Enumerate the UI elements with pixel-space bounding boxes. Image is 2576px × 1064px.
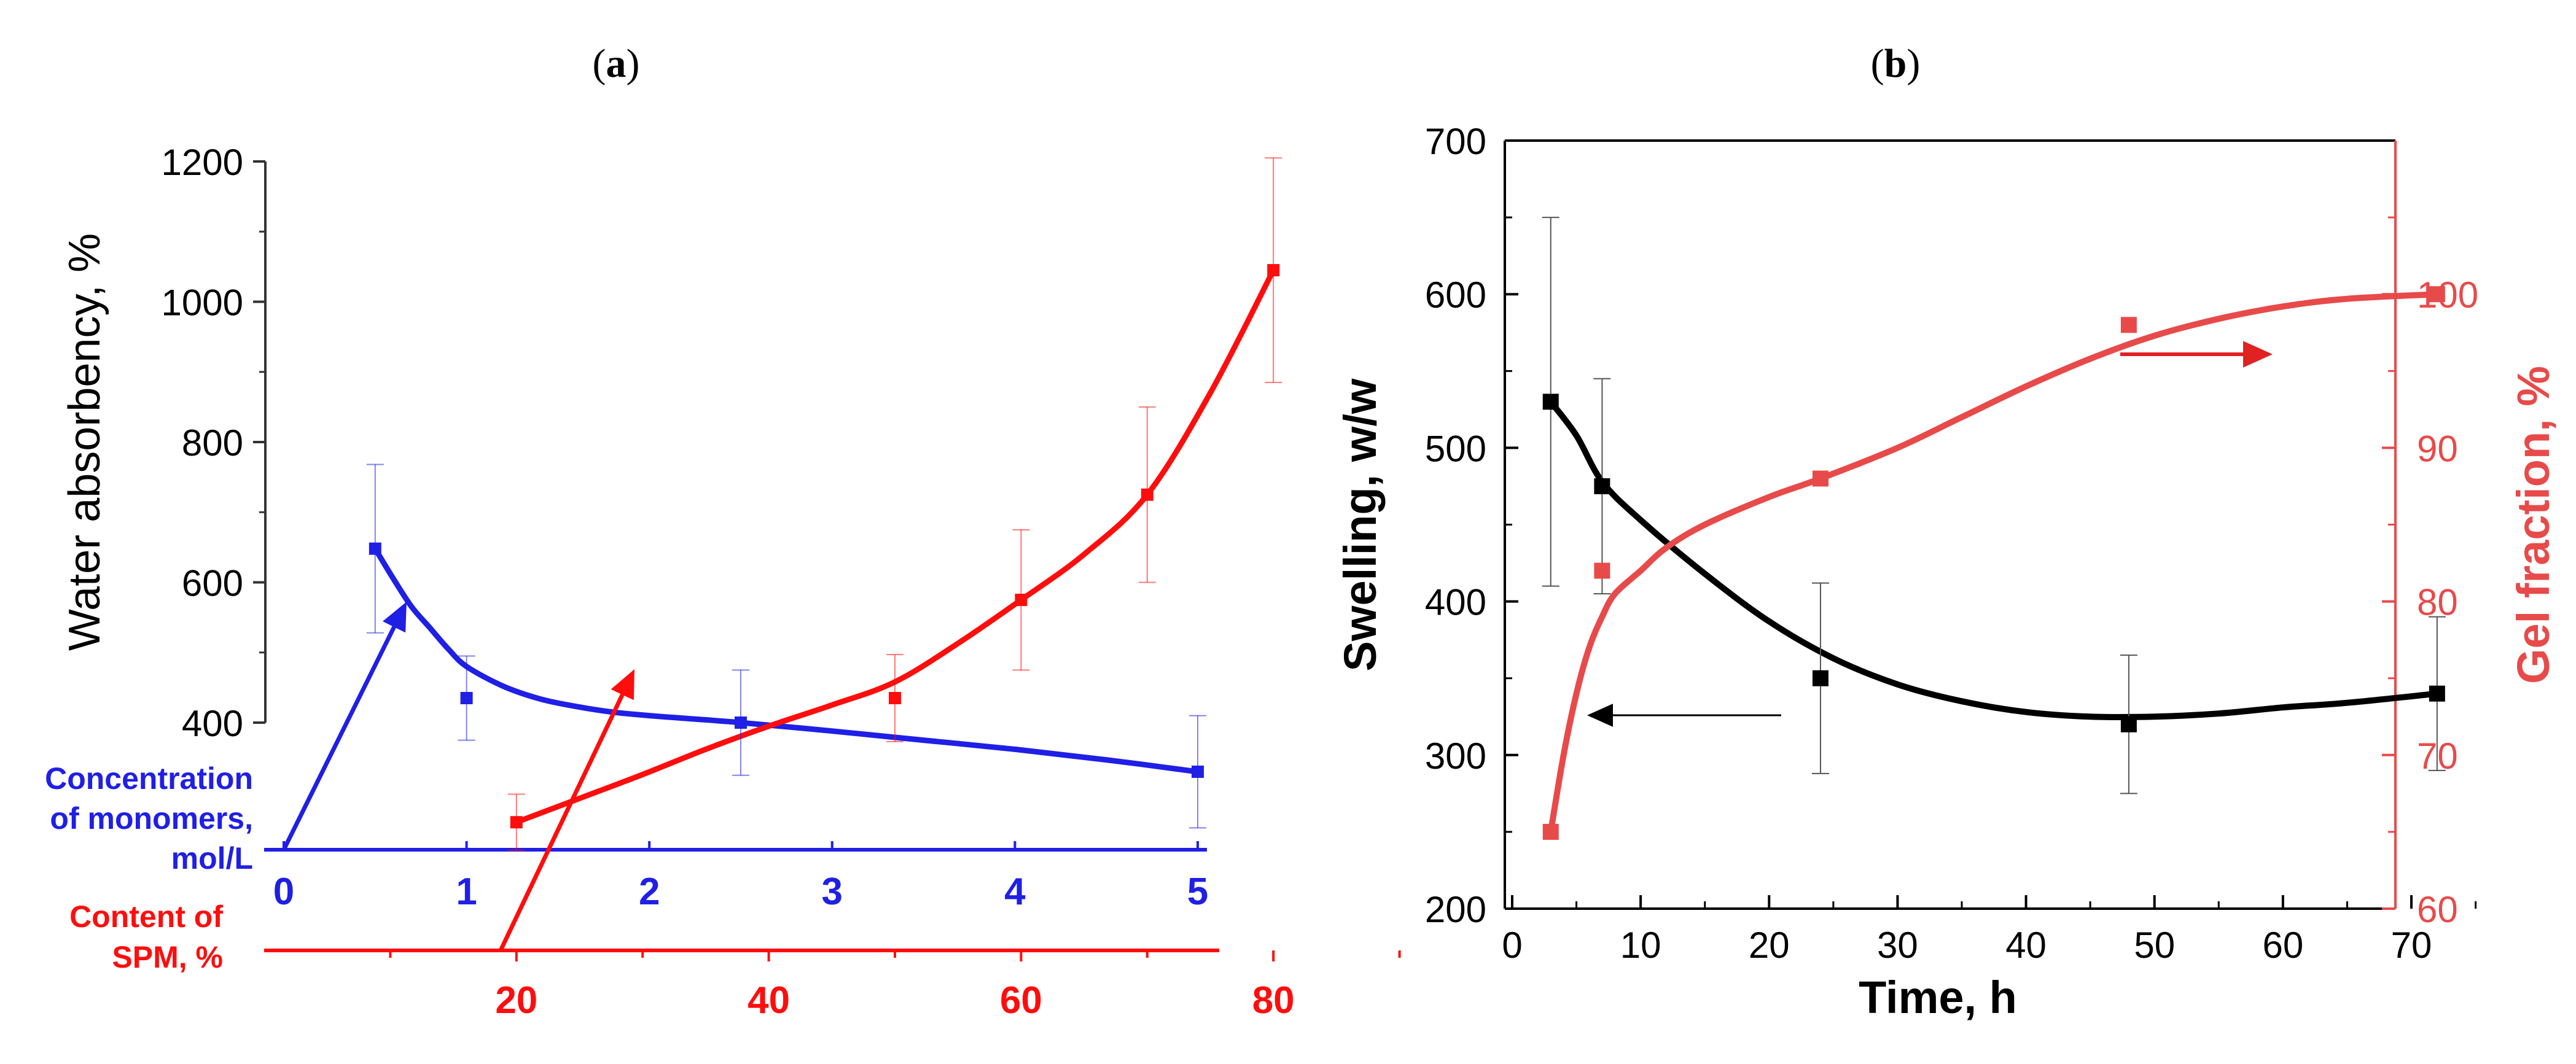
chart-a-markers [369, 264, 1280, 829]
fit-curve [372, 546, 1201, 775]
chart-a-labels: 400 600 800 1000 1200 Water absorbency, % 0 1 2 3… [45, 142, 1295, 1022]
y-tick-label: 600 [1425, 274, 1486, 316]
y2-tick-label: 100 [2417, 274, 2478, 316]
fit-curve [1547, 291, 2440, 835]
data-point [2429, 286, 2445, 303]
monomer-tick-label: 0 [273, 871, 294, 913]
y2-tick-label: 70 [2417, 736, 2458, 777]
data-point [510, 816, 523, 829]
spm-axis-title: Content of [69, 899, 223, 934]
chart-a-arrows [281, 602, 634, 952]
chart-b: 0 10 20 30 40 50 60 702003004005006007006070809… [1335, 121, 2559, 1023]
y-tick-label: 800 [182, 422, 243, 464]
x-tick-label: 20 [1749, 925, 1790, 966]
monomer-axis-title: Concentration [45, 761, 253, 796]
spm-tick-label: 80 [1252, 979, 1295, 1022]
chart-b-arrows [1587, 341, 2273, 727]
y-tick-label: 300 [1425, 736, 1486, 777]
monomer-tick-label: 4 [1004, 871, 1026, 913]
y-tick-label: 400 [182, 703, 243, 744]
data-point [1141, 488, 1153, 501]
data-point [460, 692, 473, 705]
y-tick-label: 1200 [162, 142, 243, 183]
monomer-arrow-head [383, 602, 407, 633]
data-point [1812, 670, 1829, 686]
fit-curve [513, 267, 1276, 825]
data-point [369, 542, 381, 555]
data-point [1812, 470, 1829, 487]
chart-a-axes [253, 160, 1401, 961]
data-point [2429, 685, 2445, 702]
data-point [1192, 765, 1204, 778]
monomer-axis-title: of monomers, [50, 801, 253, 836]
data-point [1542, 394, 1559, 410]
chart-a: 400 600 800 1000 1200 Water absorbency, % 0 1 2 3… [45, 142, 1401, 1022]
x-tick-label: 10 [1620, 925, 1661, 966]
data-point [1594, 562, 1610, 579]
y-axis-title: Swelling, w/w [1335, 378, 1386, 671]
x-tick-label: 50 [2134, 925, 2175, 966]
y-axis-title: Water absorbency, % [60, 233, 109, 651]
spm-axis-title: SPM, % [112, 940, 223, 974]
y-tick-label: 200 [1425, 889, 1486, 930]
monomer-arrow-shaft [281, 626, 396, 851]
x-axis-title: Time, h [1859, 972, 2017, 1023]
y2-tick-label: 90 [2417, 428, 2458, 469]
x-tick-label: 0 [1502, 925, 1522, 966]
data-point [1542, 823, 1559, 840]
y2-axis-title: Gel fraction, % [2508, 366, 2559, 684]
chart-b-labels: 0 10 20 30 40 50 60 702003004005006007006070809… [1335, 121, 2559, 1023]
chart-b-markers [1542, 286, 2445, 840]
x-tick-label: 40 [2005, 925, 2047, 966]
swelling-arrow-head [1587, 704, 1613, 727]
data-point [889, 692, 901, 705]
monomer-tick-label: 5 [1187, 871, 1208, 913]
panel-b-label: (b) [1871, 41, 1921, 86]
y-tick-label: 600 [182, 563, 243, 604]
data-point [1015, 594, 1028, 607]
x-tick-label: 30 [1877, 925, 1918, 966]
y2-tick-label: 60 [2417, 889, 2458, 930]
y2-tick-label: 80 [2417, 582, 2458, 623]
monomer-tick-label: 1 [456, 871, 477, 913]
monomer-tick-label: 3 [822, 871, 843, 913]
y-tick-label: 1000 [162, 282, 243, 324]
data-point [2120, 716, 2137, 732]
spm-arrow-shaft [498, 694, 625, 952]
data-point [1594, 478, 1610, 494]
panel-a-label: (a) [593, 41, 640, 86]
gel-fraction-arrow-head [2243, 341, 2273, 368]
spm-tick-label: 20 [495, 979, 537, 1022]
y-tick-label: 700 [1425, 121, 1486, 162]
chart-a-fit-curves [372, 267, 1276, 825]
chart-b-fit-curves [1547, 291, 2440, 835]
y-tick-label: 400 [1425, 582, 1486, 623]
y-tick-label: 500 [1425, 428, 1486, 469]
spm-arrow-head [611, 669, 634, 701]
data-point [735, 716, 747, 729]
x-tick-label: 70 [2391, 925, 2432, 966]
spm-tick-label: 40 [747, 979, 790, 1022]
spm-tick-label: 60 [1000, 979, 1042, 1022]
fit-curve [1547, 398, 2440, 721]
monomer-tick-label: 2 [639, 871, 660, 913]
chart-a-error-bars [366, 157, 1282, 851]
chart-b-axes [1504, 139, 2477, 910]
data-point [2120, 317, 2137, 333]
monomer-axis-title: mol/L [171, 841, 253, 876]
data-point [1267, 264, 1280, 277]
x-tick-label: 60 [2262, 925, 2303, 966]
